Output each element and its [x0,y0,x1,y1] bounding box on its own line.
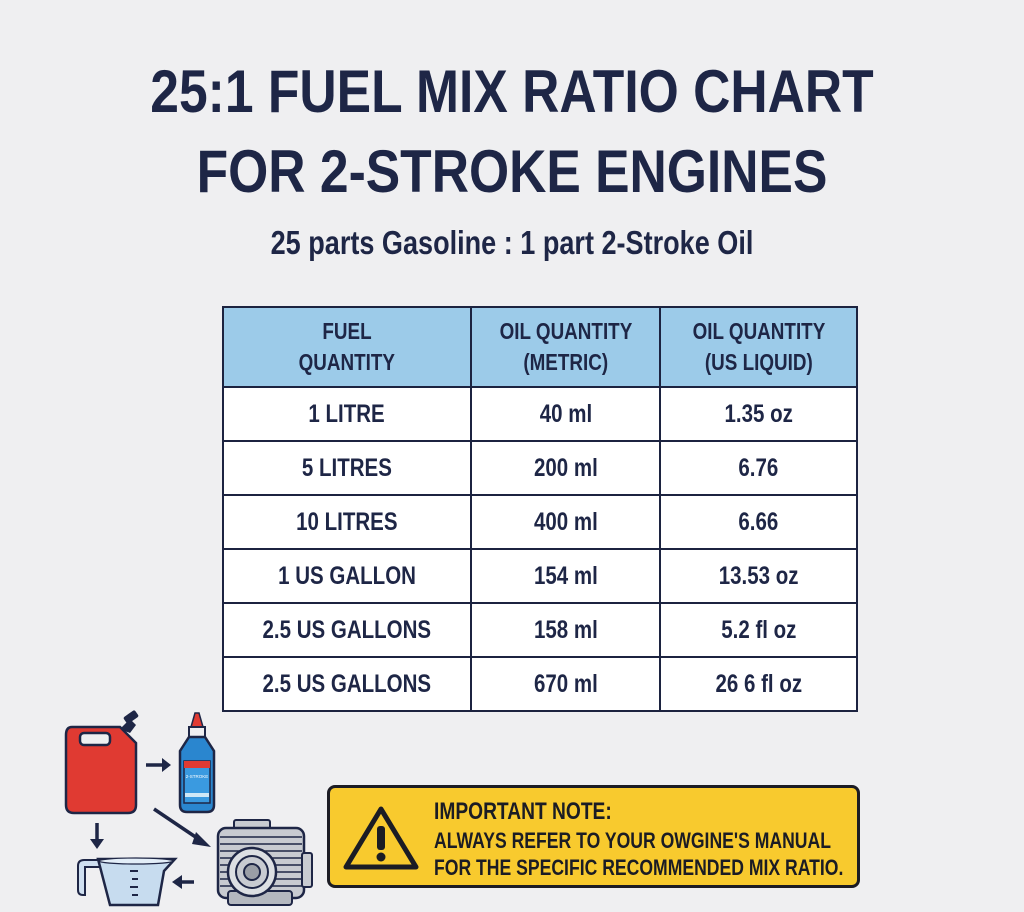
note-line-1: ALWAYS REFER TO YOUR OWGINE'S MANUAL [434,828,831,853]
measuring-cup-icon [77,857,178,907]
important-note-box: IMPORTANT NOTE: ALWAYS REFER TO YOUR OWG… [327,785,860,888]
cell-text: 1 US GALLON [278,561,416,590]
cell-oil-us: 1.35 oz [659,386,858,442]
chart-subtitle: 25 parts Gasoline : 1 part 2-Stroke Oil [270,224,754,261]
cell-fuel: 5 LITRES [222,440,472,496]
cell-fuel: 2.5 US GALLONS [222,602,472,658]
header-oil-us-liquid: OIL QUANTITY (US LIQUID) [659,306,858,388]
engine-icon [216,819,313,906]
cell-fuel: 1 US GALLON [222,548,472,604]
header-fuel-quantity: FUEL QUANTITY [222,306,472,388]
header-oil-metric: OIL QUANTITY (METRIC) [470,306,661,388]
warning-triangle-icon [343,806,419,870]
cell-text: 5 LITRES [302,453,392,482]
fuel-can-icon [64,710,139,815]
cell-text: 154 ml [533,561,598,590]
cell-oil-us: 13.53 oz [659,548,858,604]
cell-oil-metric: 158 ml [470,602,661,658]
note-heading: IMPORTANT NOTE: [434,798,612,825]
cell-oil-metric: 40 ml [470,386,661,442]
table-row: 1 LITRE 40 ml 1.35 oz [222,386,858,442]
cell-oil-metric: 154 ml [470,548,661,604]
cell-text: 158 ml [533,615,598,644]
cell-text: 6.66 [738,507,779,536]
cell-text: 400 ml [533,507,598,536]
cell-text: 5.2 fl oz [720,615,797,644]
header-text: (US LIQUID) [704,349,813,375]
table-row: 2.5 US GALLONS 158 ml 5.2 fl oz [222,602,858,658]
cell-fuel: 2.5 US GALLONS [222,656,472,712]
cell-fuel: 10 LITRES [222,494,472,550]
arrow-diagonal-icon [153,807,211,847]
chart-title-line-2: FOR 2-STROKE ENGINES [196,138,828,205]
cell-oil-metric: 400 ml [470,494,661,550]
cell-text: 670 ml [533,669,598,698]
cell-oil-metric: 200 ml [470,440,661,496]
cell-text: 2.5 US GALLONS [262,669,432,698]
arrow-left-icon [172,875,194,889]
table-header-row: FUEL QUANTITY OIL QUANTITY (METRIC) OIL … [222,306,858,388]
cell-text: 26 6 fl oz [715,669,802,698]
note-line-2: FOR THE SPECIFIC RECOMMENDED MIX RATIO. [434,855,844,880]
header-text: QUANTITY [298,349,396,375]
header-text: (METRIC) [523,349,608,375]
oil-bottle-icon: 2-STROKE [178,712,216,814]
mixing-illustration: 2-STROKE [64,710,313,907]
cell-oil-metric: 670 ml [470,656,661,712]
table-row: 10 LITRES 400 ml 6.66 [222,494,858,550]
header-text: FUEL [322,317,372,344]
cell-oil-us: 6.66 [659,494,858,550]
cell-text: 2.5 US GALLONS [262,615,432,644]
cell-text: 13.53 oz [718,561,799,590]
table-row: 2.5 US GALLONS 670 ml 26 6 fl oz [222,656,858,712]
chart-title-line-1: 25:1 FUEL MIX RATIO CHART [150,58,874,125]
cell-text: 1 LITRE [308,399,386,428]
cell-oil-us: 5.2 fl oz [659,602,858,658]
cell-text: 200 ml [533,453,598,482]
cell-text: 40 ml [539,399,592,428]
table-row: 1 US GALLON 154 ml 13.53 oz [222,548,858,604]
cell-oil-us: 26 6 fl oz [659,656,858,712]
header-text: OIL QUANTITY [692,317,825,344]
arrow-right-icon [146,758,171,772]
cell-text: 1.35 oz [724,399,793,428]
bottle-label: 2-STROKE [186,774,209,779]
cell-text: 10 LITRES [296,507,398,536]
arrow-down-icon [90,823,104,849]
cell-fuel: 1 LITRE [222,386,472,442]
cell-oil-us: 6.76 [659,440,858,496]
fuel-mix-table: FUEL QUANTITY OIL QUANTITY (METRIC) OIL … [222,306,858,712]
header-text: OIL QUANTITY [499,317,632,344]
cell-text: 6.76 [738,453,779,482]
table-row: 5 LITRES 200 ml 6.76 [222,440,858,496]
